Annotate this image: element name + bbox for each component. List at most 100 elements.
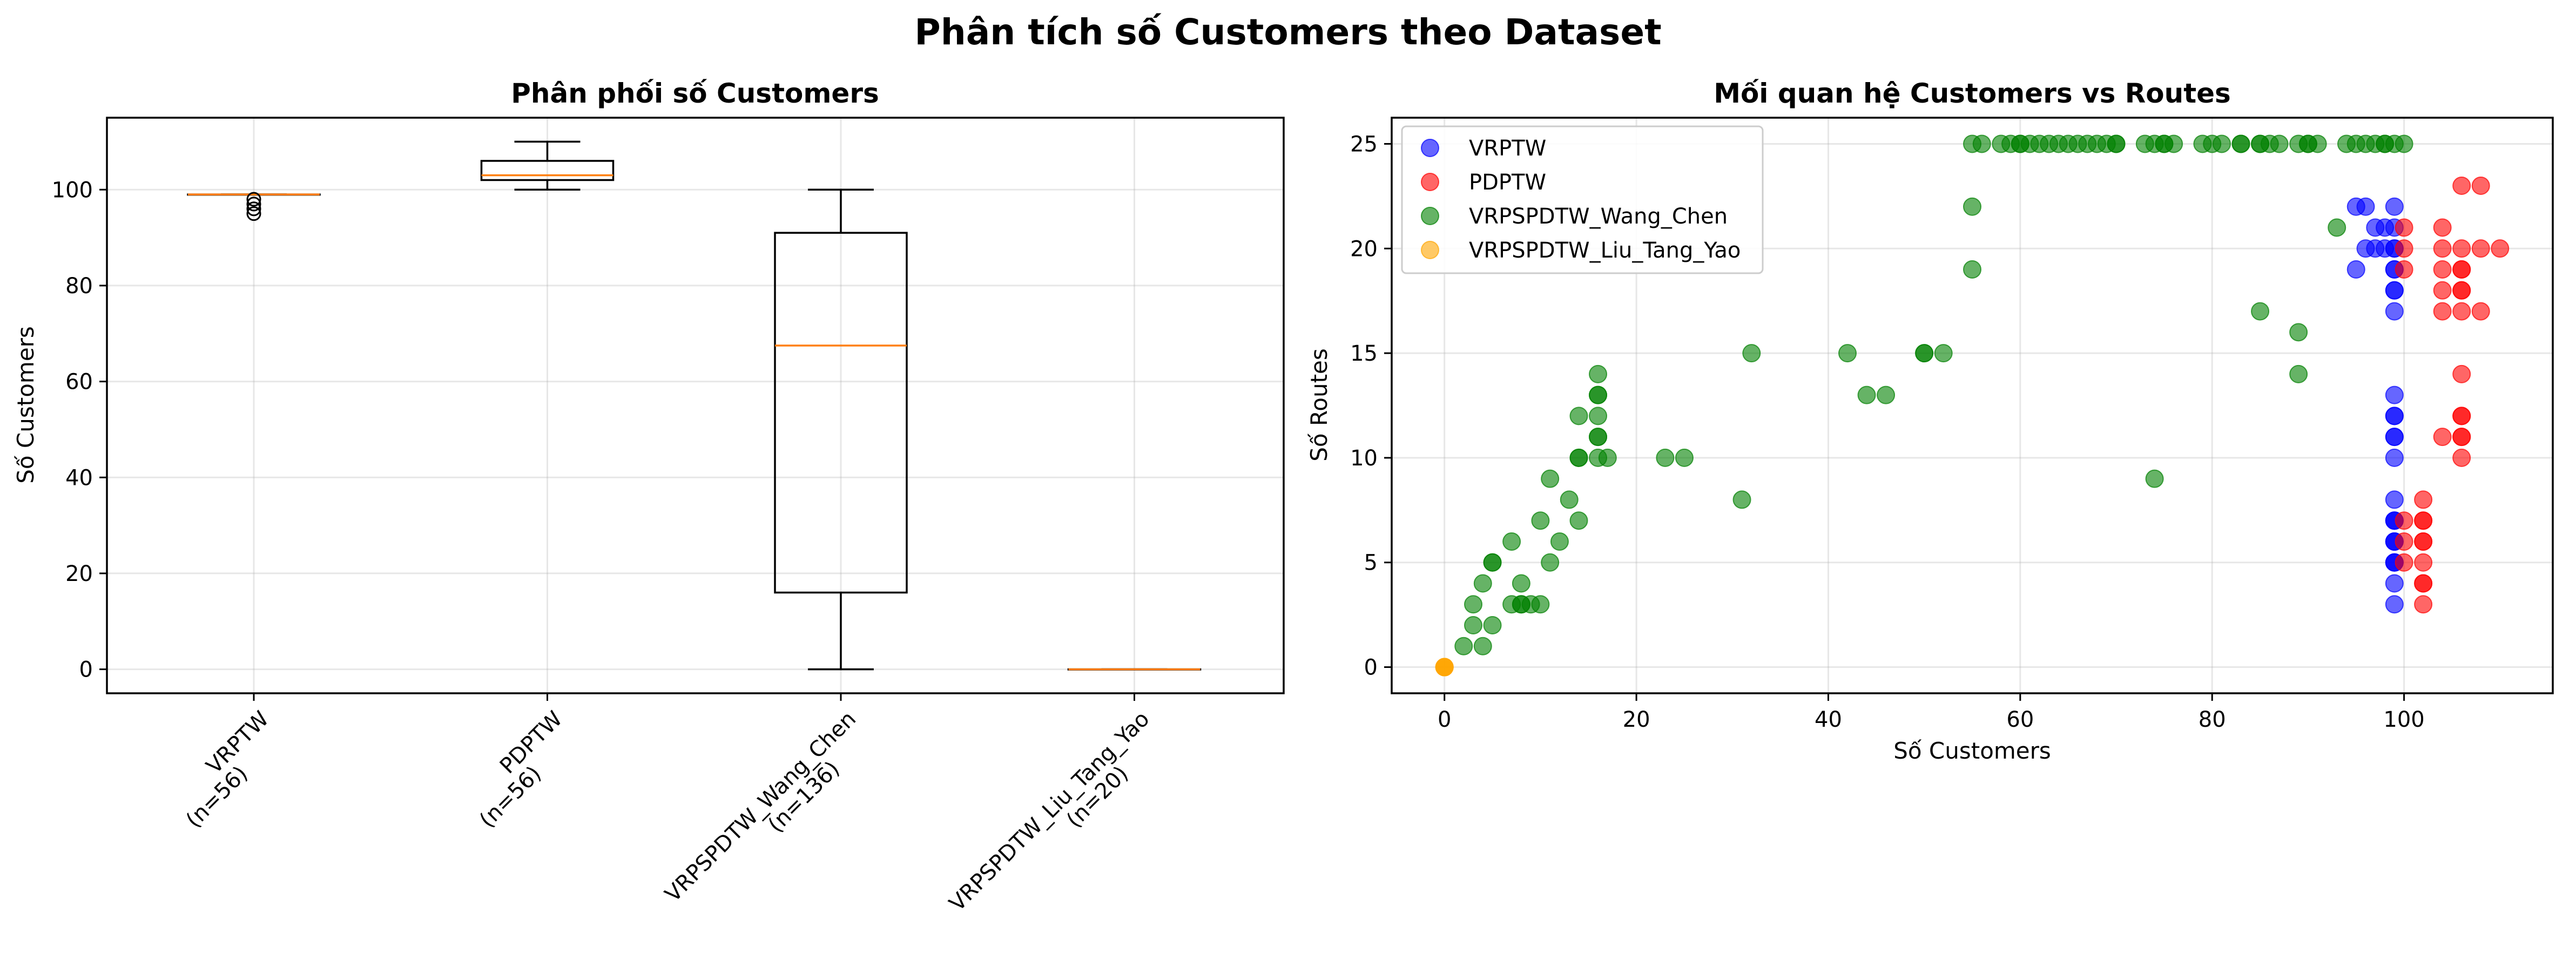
boxplot-y-tick-label: 0 [79, 658, 93, 682]
scatter-x-tick-label: 100 [2383, 707, 2424, 732]
scatter-point [1541, 469, 1560, 488]
scatter-point [2145, 469, 2164, 488]
legend-marker [1421, 139, 1439, 157]
boxplot-panel: Phân phối số Customers Số Customers 0 20 4… [12, 78, 1285, 934]
scatter-point [2433, 260, 2452, 279]
scatter-point [1560, 490, 1579, 509]
legend-label: VRPSPDTW_Wang_Chen [1469, 204, 1728, 229]
scatter-point [2395, 134, 2413, 153]
legend-label: PDPTW [1469, 170, 1546, 195]
scatter-point [1589, 428, 1608, 447]
scatter-series-vrpspdtw-wang-chen [1454, 134, 2413, 655]
scatter-point [2251, 134, 2270, 153]
scatter-point [2395, 532, 2413, 551]
boxplot-y-tick-label: 20 [65, 562, 93, 586]
boxplot-x-tick-label: VRPSPDTW_Liu_Tang_Yao(n=20) [945, 707, 1171, 934]
scatter-point [2414, 511, 2433, 530]
scatter-point [2471, 302, 2490, 321]
box-outlier-point [246, 197, 261, 212]
scatter-point [1656, 448, 1675, 467]
scatter-point [1454, 637, 1473, 655]
scatter-y-tick-label: 5 [1364, 551, 1378, 576]
scatter-legend: VRPTW PDPTW VRPSPDTW_Wang_Chen VRPSPDTW_Liu… [1401, 125, 1764, 274]
scatter-point [1589, 364, 1608, 383]
scatter-y-tick-label: 25 [1350, 132, 1378, 157]
scatter-point [2433, 218, 2452, 237]
scatter-point [1569, 511, 1588, 530]
scatter-point [1915, 344, 1934, 363]
boxplot-y-tick-label: 40 [65, 465, 93, 490]
scatter-point [2433, 281, 2452, 300]
scatter-series-vrptw [2346, 197, 2404, 614]
scatter-point [1589, 407, 1608, 425]
figure-title: Phân tích số Customers theo Dataset [914, 11, 1661, 53]
scatter-point [2289, 323, 2308, 342]
scatter-point [2385, 407, 2404, 425]
scatter-point [2452, 448, 2471, 467]
scatter-point [1934, 344, 1953, 363]
scatter-point [2395, 260, 2413, 279]
scatter-point [2414, 553, 2433, 572]
scatter-point [2385, 281, 2404, 300]
scatter-point [1963, 260, 1981, 279]
boxplot-x-tick-label: PDPTW(n=56) [458, 707, 584, 833]
scatter-frame [1391, 117, 2554, 694]
scatter-point [2395, 553, 2413, 572]
boxplot-y-tick-label: 60 [65, 370, 93, 395]
scatter-series-vrpspdtw-liu-tang-yao [1435, 658, 1454, 677]
scatter-point [2298, 134, 2317, 153]
boxplot-marks [187, 140, 1202, 671]
scatter-y-axis-label: Số Routes [1306, 348, 1332, 462]
scatter-point [2376, 218, 2395, 237]
scatter-point [2452, 281, 2471, 300]
scatter-point [2471, 239, 2490, 258]
scatter-point [1598, 448, 1617, 467]
scatter-point [2385, 386, 2404, 404]
scatter-title: Mối quan hệ Customers vs Routes [1714, 78, 2231, 109]
scatter-point [1435, 658, 1454, 677]
scatter-point [2452, 428, 2471, 447]
scatter-point [1464, 595, 1483, 614]
scatter-point [2328, 218, 2346, 237]
legend-marker [1421, 241, 1439, 259]
scatter-point [2385, 302, 2404, 321]
scatter-point [2414, 595, 2433, 614]
scatter-x-tick-label: 40 [1815, 707, 1842, 732]
scatter-point [2452, 364, 2471, 383]
scatter-x-tick-label: 20 [1623, 707, 1650, 732]
boxplot-title: Phân phối số Customers [511, 78, 879, 109]
scatter-point [2251, 302, 2270, 321]
scatter-point [2414, 532, 2433, 551]
legend-label: VRPSPDTW_Liu_Tang_Yao [1469, 238, 1741, 263]
box-iqr [774, 232, 908, 594]
scatter-point [2452, 407, 2471, 425]
scatter-point [2155, 134, 2174, 153]
scatter-point [2395, 511, 2413, 530]
boxplot-y-tick-label: 80 [65, 274, 93, 299]
scatter-point [2395, 239, 2413, 258]
scatter-point [2346, 260, 2365, 279]
scatter-point [2385, 490, 2404, 509]
scatter-x-axis-label: Số Customers [1893, 738, 2051, 764]
scatter-point [2212, 134, 2231, 153]
scatter-point [2491, 239, 2510, 258]
scatter-point [2059, 134, 2078, 153]
scatter-point [1464, 616, 1483, 635]
scatter-point [2107, 134, 2126, 153]
scatter-point [2385, 428, 2404, 447]
scatter-point [2376, 134, 2395, 153]
scatter-y-tick-label: 20 [1350, 236, 1378, 261]
boxplot-x-tick-label-line: VRPSPDTW_Liu_Tang_Yao [945, 707, 1154, 916]
scatter-point [1483, 616, 1502, 635]
boxplot-x-tick-label-line: VRPSPDTW_Wang_Chen [660, 707, 861, 907]
scatter-point [1569, 407, 1588, 425]
scatter-point [1589, 386, 1608, 404]
legend-label: VRPTW [1469, 136, 1546, 161]
scatter-point [1838, 344, 1857, 363]
scatter-point [1857, 386, 1876, 404]
scatter-point [1963, 197, 1981, 216]
scatter-point [2452, 260, 2471, 279]
scatter-point [2385, 574, 2404, 593]
boxplot-ticks: 0 20 40 60 80 100 VRPTW(n=56) PDPTW(n=56) VRPSPD… [52, 178, 1171, 934]
